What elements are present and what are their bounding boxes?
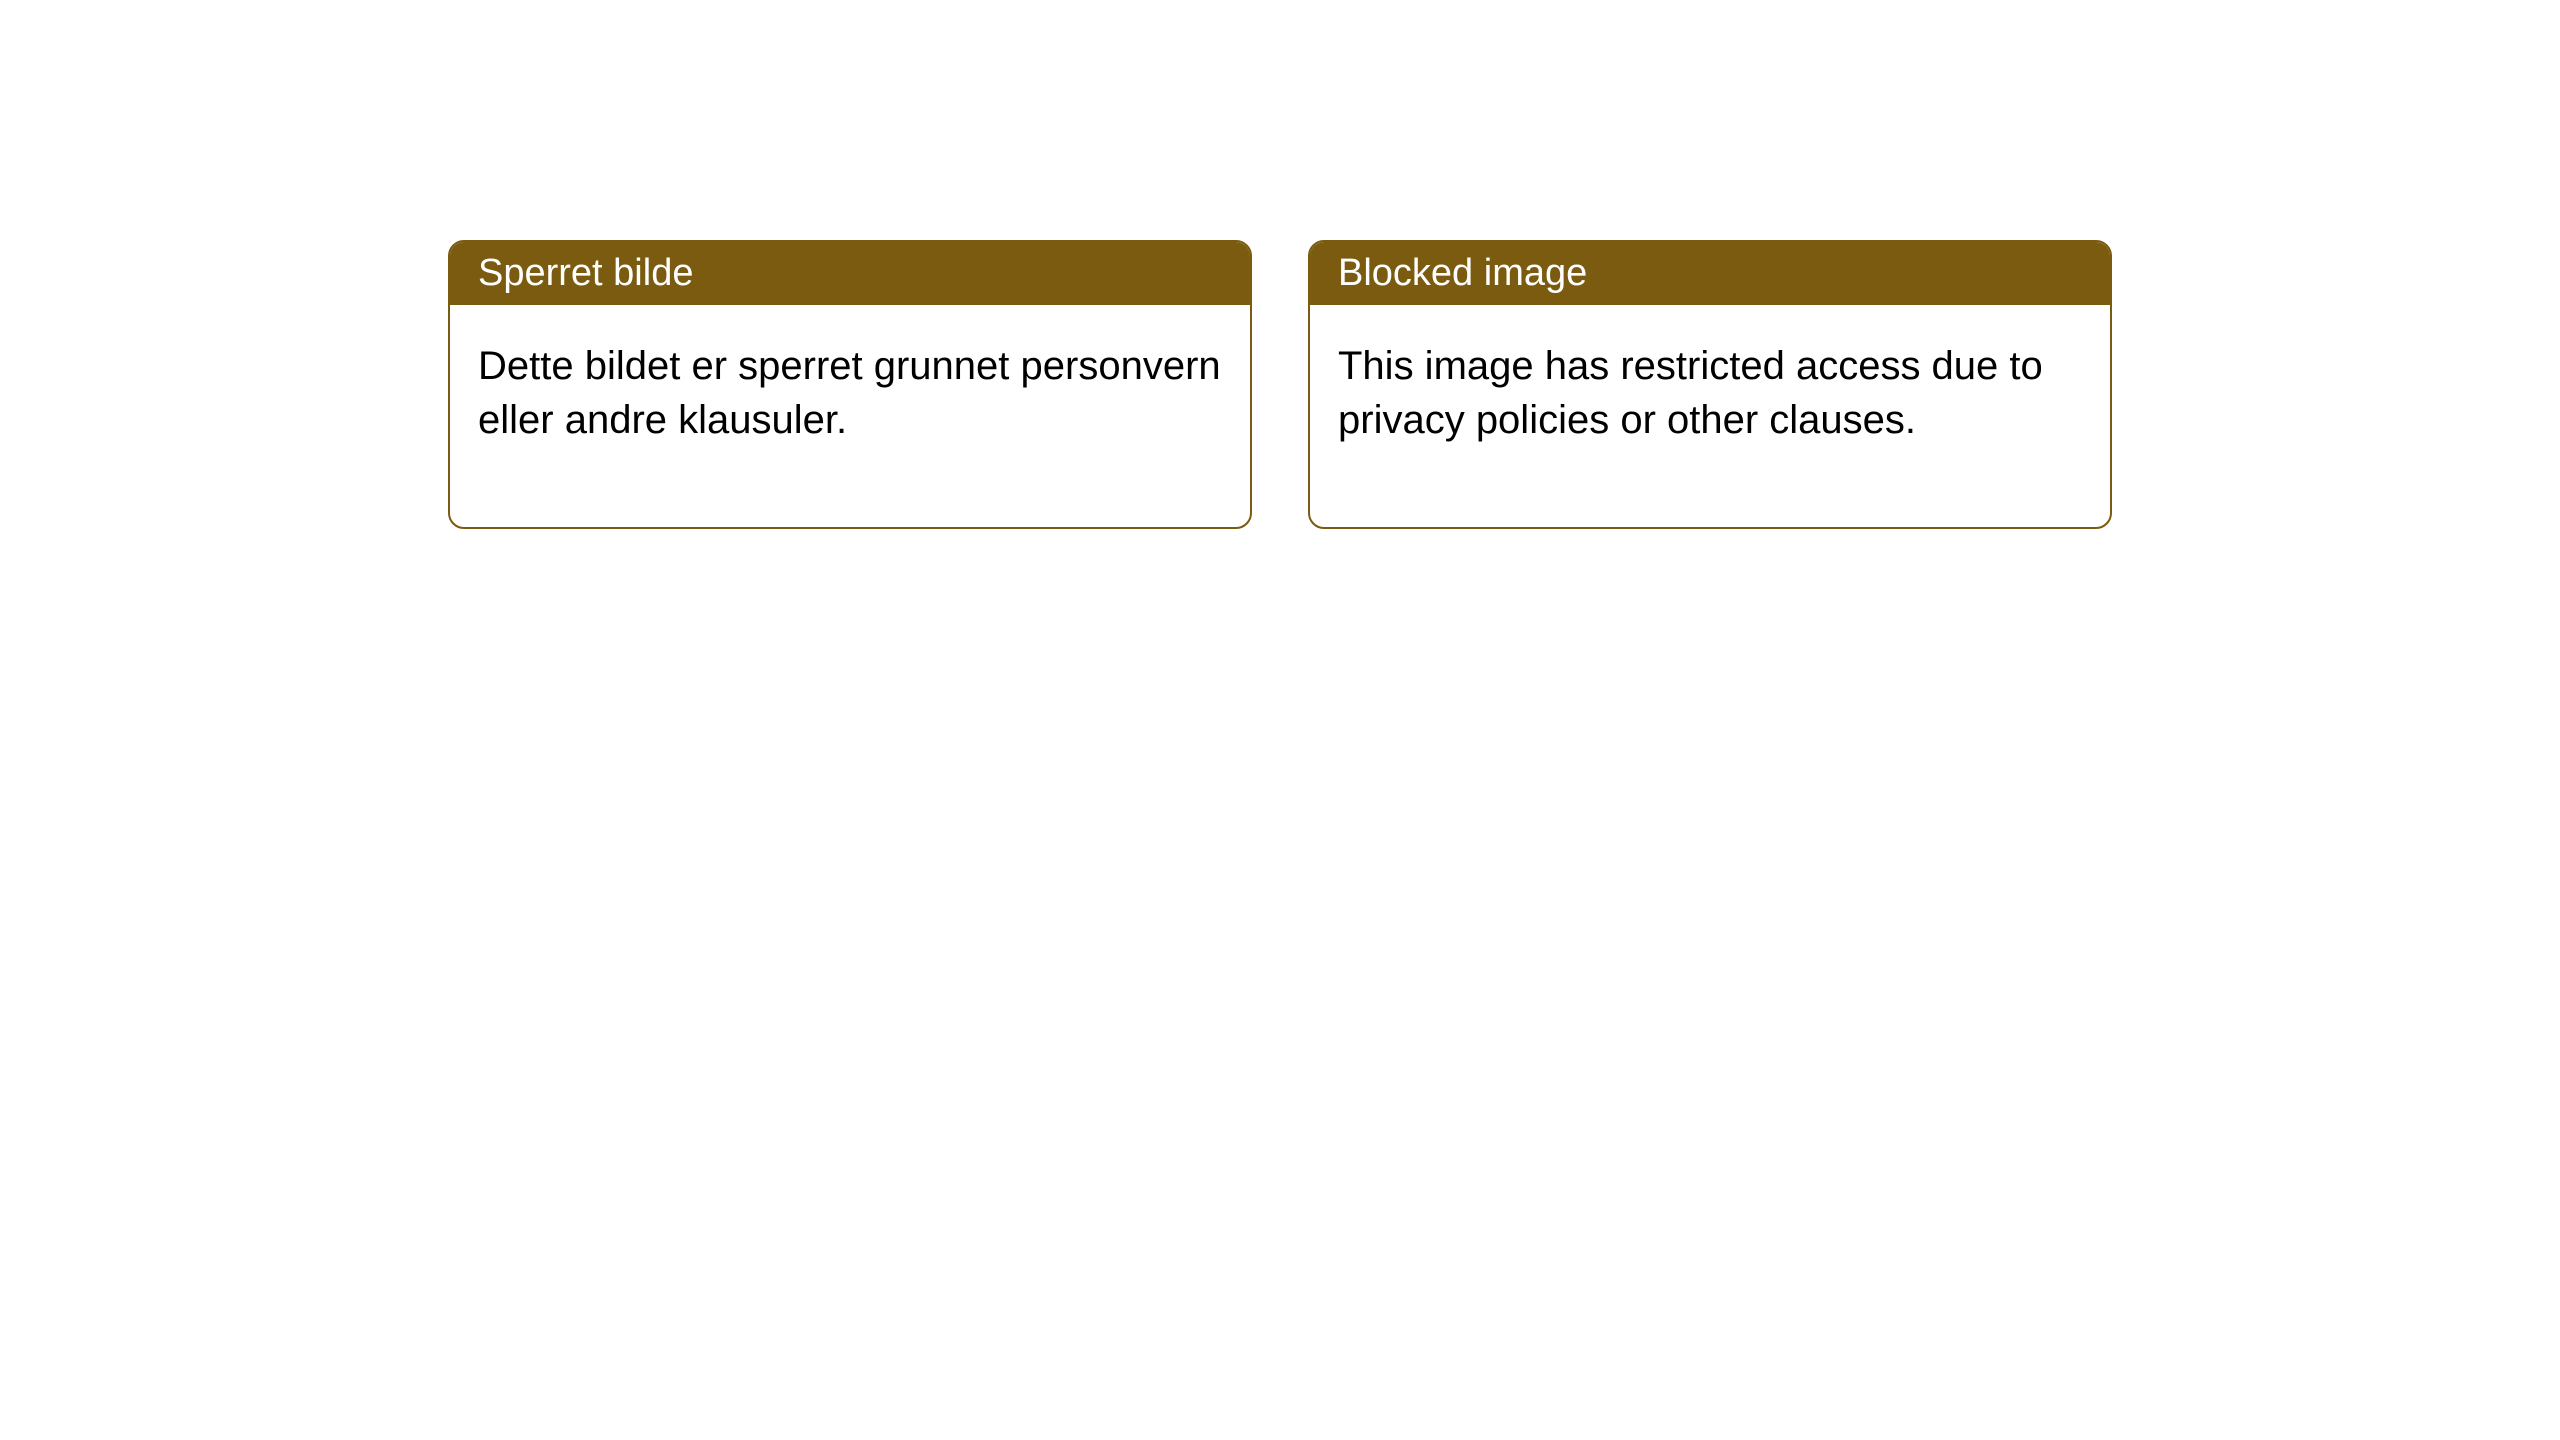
card-body: This image has restricted access due to … — [1310, 305, 2110, 527]
card-title: Sperret bilde — [478, 252, 693, 294]
card-header: Blocked image — [1310, 242, 2110, 305]
card-body: Dette bildet er sperret grunnet personve… — [450, 305, 1250, 527]
notice-card-norwegian: Sperret bilde Dette bildet er sperret gr… — [448, 240, 1252, 529]
card-message: Dette bildet er sperret grunnet personve… — [478, 344, 1221, 442]
card-message: This image has restricted access due to … — [1338, 344, 2043, 442]
notice-card-english: Blocked image This image has restricted … — [1308, 240, 2112, 529]
card-title: Blocked image — [1338, 252, 1587, 294]
card-header: Sperret bilde — [450, 242, 1250, 305]
notice-cards-container: Sperret bilde Dette bildet er sperret gr… — [448, 240, 2112, 529]
